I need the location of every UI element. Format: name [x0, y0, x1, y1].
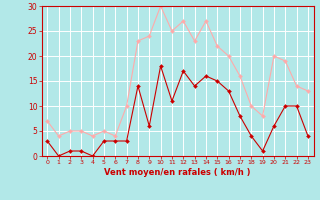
X-axis label: Vent moyen/en rafales ( km/h ): Vent moyen/en rafales ( km/h ) [104, 168, 251, 177]
